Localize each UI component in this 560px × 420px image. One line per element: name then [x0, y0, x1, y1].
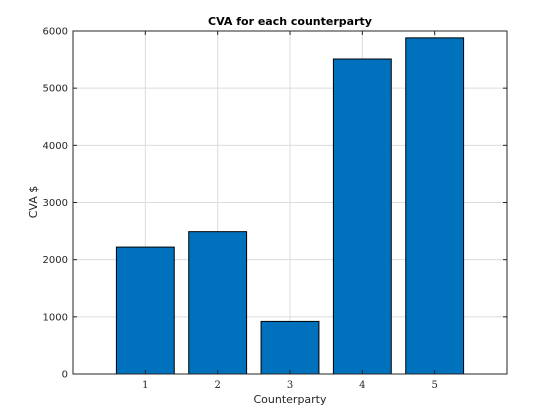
x-axis-ticks: 1 2 3 4 5: [142, 31, 438, 391]
y-tick-label: 0: [62, 370, 68, 381]
y-tick-label: 4000: [43, 141, 68, 152]
bar-counterparty-3: [260, 320, 320, 375]
bars-group: [115, 37, 465, 375]
bar-counterparty-2: [188, 231, 248, 375]
x-tick-label: 3: [287, 380, 293, 391]
bar-counterparty-4: [332, 58, 392, 375]
y-tick-label: 6000: [43, 27, 68, 38]
y-axis-label: CVA $: [27, 186, 40, 219]
y-tick-label: 5000: [43, 84, 68, 95]
bar-counterparty-1: [115, 246, 175, 375]
y-tick-label: 2000: [43, 255, 68, 266]
bar-counterparty-5: [405, 37, 465, 375]
x-tick-label: 4: [359, 380, 365, 391]
x-tick-label: 2: [214, 380, 220, 391]
y-tick-label: 1000: [43, 312, 68, 323]
y-axis-ticks: 0 1000 2000 3000 4000 5000 6000: [43, 27, 507, 381]
y-tick-label: 3000: [43, 198, 68, 209]
x-axis-label: Counterparty: [253, 393, 327, 406]
chart-title: CVA for each counterparty: [208, 15, 372, 28]
x-tick-label: 1: [142, 380, 148, 391]
x-tick-label: 5: [431, 380, 437, 391]
